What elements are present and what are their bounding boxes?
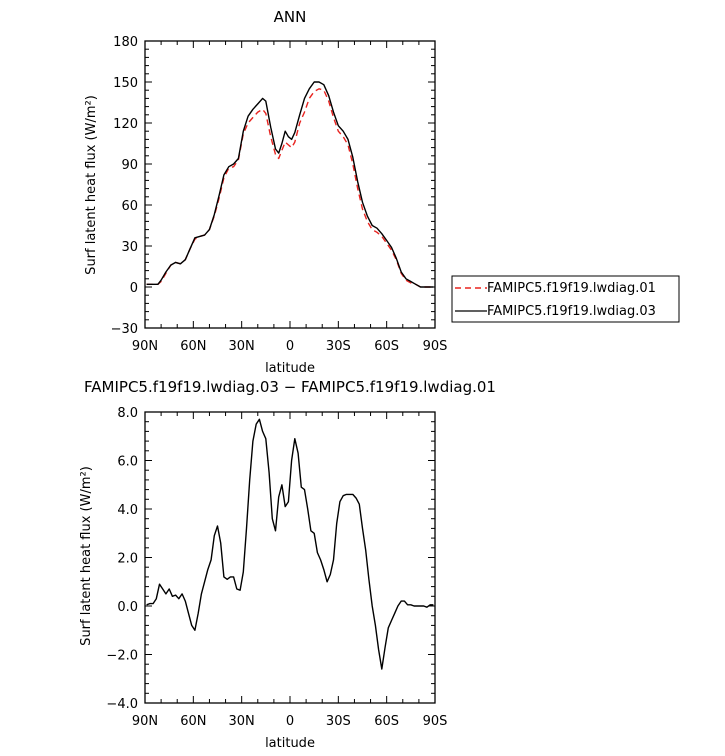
bottom-y-tick-label: 0.0 (117, 600, 138, 615)
top-x-tick-label: 30N (229, 339, 255, 354)
bottom-y-tick-label: −4.0 (106, 697, 138, 712)
top-chart-title: ANN (274, 8, 307, 26)
top-y-tick-label: 120 (113, 117, 138, 132)
legend-box (451, 275, 680, 323)
bottom-x-tick-label: 60N (180, 714, 206, 729)
top-x-axis-label: latitude (265, 361, 315, 376)
bottom-x-tick-label: 30N (229, 714, 255, 729)
bottom-x-tick-label: 90S (423, 714, 448, 729)
bottom-y-tick-label: 8.0 (117, 406, 138, 421)
top-x-tick-label: 90S (423, 339, 448, 354)
bottom-x-axis-label: latitude (265, 736, 315, 751)
top-series-line-0 (146, 88, 434, 288)
top-plot-frame (144, 40, 436, 329)
bottom-chart: FAMIPC5.f19f19.lwdiag.03 − FAMIPC5.f19f1… (79, 378, 496, 751)
top-series-lines (146, 81, 434, 288)
bottom-x-tick-label: 30S (326, 714, 351, 729)
top-x-tick-label: 60N (180, 339, 206, 354)
bottom-y-tick-label: 2.0 (117, 552, 138, 567)
bottom-y-axis-label: Surf latent heat flux (W/m²) (79, 466, 94, 646)
top-y-tick-label: 90 (121, 158, 138, 173)
top-y-tick-label: 180 (113, 35, 138, 50)
top-y-tick-label: 150 (113, 76, 138, 91)
top-chart: ANN −30 0 30 60 90 120 150 180 90N 60N 30N 0 30S 60S… (84, 8, 680, 376)
legend-label-03: FAMIPC5.f19f19.lwdiag.03 (487, 304, 656, 319)
top-y-tick-label: 60 (121, 199, 138, 214)
bottom-chart-title: FAMIPC5.f19f19.lwdiag.03 − FAMIPC5.f19f1… (84, 378, 496, 396)
top-x-tick-label: 60S (374, 339, 399, 354)
top-y-tick-label: 0 (130, 281, 138, 296)
bottom-y-axis-ticks: −4.0 −2.0 0.0 2.0 4.0 6.0 8.0 (106, 406, 435, 712)
bottom-y-tick-label: 4.0 (117, 503, 138, 518)
top-y-axis-label: Surf latent heat flux (W/m²) (84, 95, 99, 275)
bottom-series-lines (146, 418, 434, 670)
bottom-y-tick-label: 6.0 (117, 455, 138, 470)
top-y-axis-ticks: −30 0 30 60 90 120 150 180 (111, 35, 435, 337)
top-x-axis-ticks: 90N 60N 30N 0 30S 60S 90S (132, 41, 448, 354)
bottom-series-line-0 (146, 418, 434, 670)
top-series-line-1 (146, 81, 434, 288)
top-y-tick-label: −30 (111, 322, 138, 337)
top-legend: FAMIPC5.f19f19.lwdiag.01 FAMIPC5.f19f19.… (451, 275, 680, 323)
bottom-x-axis-ticks: 90N 60N 30N 0 30S 60S 90S (132, 412, 448, 729)
top-x-tick-label: 90N (132, 339, 158, 354)
top-y-tick-label: 30 (121, 240, 138, 255)
bottom-y-tick-label: −2.0 (106, 649, 138, 664)
bottom-x-tick-label: 0 (286, 714, 294, 729)
bottom-plot-frame (144, 411, 436, 704)
top-x-tick-label: 0 (286, 339, 294, 354)
bottom-x-tick-label: 90N (132, 714, 158, 729)
bottom-x-tick-label: 60S (374, 714, 399, 729)
legend-label-01: FAMIPC5.f19f19.lwdiag.01 (487, 281, 656, 296)
top-x-tick-label: 30S (326, 339, 351, 354)
